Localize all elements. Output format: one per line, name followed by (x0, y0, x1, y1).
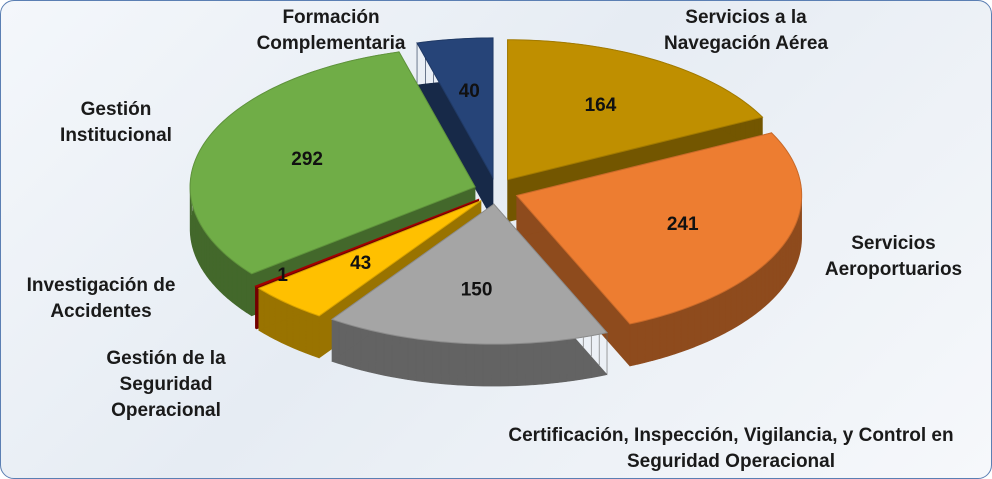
category-label: Gestión de la Seguridad Operacional (71, 346, 261, 424)
value-label: 40 (459, 81, 480, 102)
chart: 164 241 150 43 1 292 40 Servicios a la Navegac… (0, 0, 992, 479)
category-label: Certificación, Inspección, Vigilancia, y… (471, 423, 991, 475)
category-label: Investigación de Accidentes (6, 273, 196, 325)
value-label: 43 (350, 253, 371, 274)
value-label: 164 (585, 95, 617, 116)
category-label: Servicios a la Navegación Aérea (651, 5, 841, 57)
value-label: 241 (667, 214, 699, 235)
category-label: Gestión Institucional (31, 97, 201, 149)
value-label: 1 (277, 265, 288, 286)
category-label: Servicios Aeroportuarios (801, 231, 986, 283)
value-label: 292 (291, 149, 323, 170)
value-label: 150 (461, 280, 493, 301)
category-label: Formación Complementaria (241, 5, 421, 57)
